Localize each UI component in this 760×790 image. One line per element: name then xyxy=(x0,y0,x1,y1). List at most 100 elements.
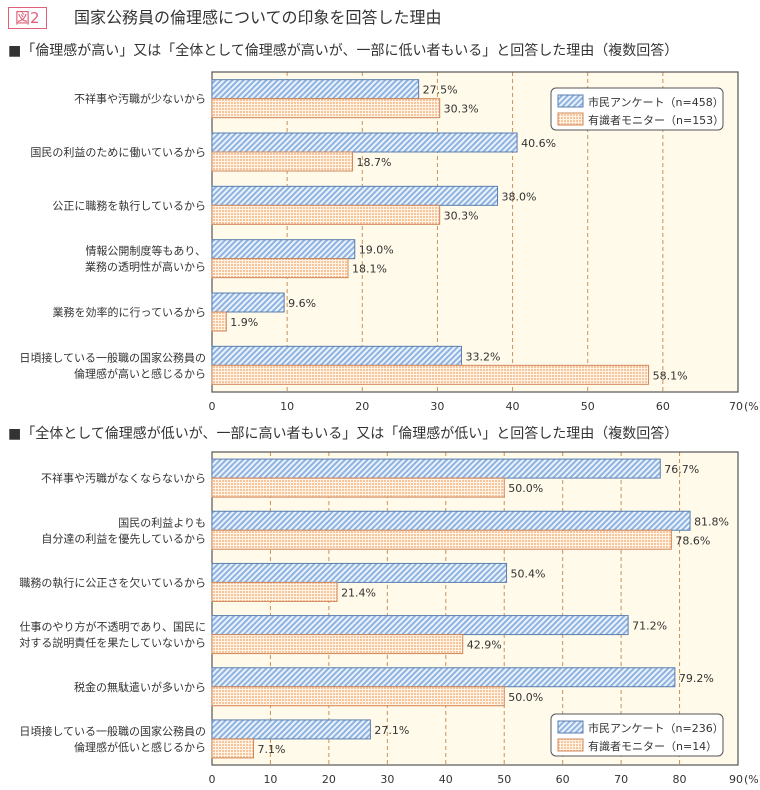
plot-area xyxy=(212,452,738,765)
plot-border xyxy=(211,71,739,393)
data-label: 33.2% xyxy=(465,350,500,363)
data-label: 30.3% xyxy=(444,209,479,222)
bar-series2 xyxy=(211,529,672,550)
data-label: 9.6% xyxy=(288,297,316,310)
bar-series2 xyxy=(211,258,349,279)
bar-series2 xyxy=(211,151,354,172)
data-label: 1.9% xyxy=(230,316,258,329)
figure-label: 図2 xyxy=(8,7,47,29)
bar-series2 xyxy=(211,581,338,602)
data-label: 40.6% xyxy=(521,137,556,150)
bar-series2 xyxy=(211,98,441,119)
x-tick-label: 80 xyxy=(673,773,687,786)
category-label: 職務の執行に公正さを欠いているから xyxy=(19,575,206,589)
category-label: 国民の利益よりも xyxy=(118,515,206,529)
data-label: 38.0% xyxy=(502,190,537,203)
legend-label: 市民アンケート（n=236） xyxy=(588,721,724,735)
category-label: 公正に職務を執行しているから xyxy=(52,198,206,212)
x-tick-label: 50 xyxy=(581,400,595,413)
data-label: 78.6% xyxy=(675,534,710,547)
plot-border xyxy=(211,451,739,766)
chart1-title: ■「倫理感が高い」又は「全体として倫理感が高いが、一部に低い者もいる」と回答した… xyxy=(8,43,679,59)
category-label: 税金の無駄遣いが多いから xyxy=(74,680,206,694)
category-label: 倫理感が低いと感じるから xyxy=(74,740,206,754)
bar-series2 xyxy=(211,477,505,498)
category-label: 国民の利益のために働いているから xyxy=(30,145,206,159)
chart2-title: ■「全体として倫理感が低いが、一部に高い者もいる」又は「倫理感が低い」と回答した… xyxy=(8,426,679,442)
x-tick-label: 70 xyxy=(614,773,628,786)
bar-series1 xyxy=(211,667,676,688)
category-label: 不祥事や汚職がなくならないから xyxy=(41,471,206,485)
bar-series2 xyxy=(211,204,441,225)
x-tick-label: 0 xyxy=(209,400,216,413)
bar-series1 xyxy=(211,292,285,313)
data-label: 71.2% xyxy=(632,620,667,633)
category-label: 情報公開制度等もあり、 xyxy=(85,244,206,258)
bar-series1 xyxy=(211,132,518,153)
bar-series2 xyxy=(211,364,650,385)
x-tick-label: 10 xyxy=(263,773,277,786)
data-label: 27.1% xyxy=(374,724,409,737)
legend-swatch-series1 xyxy=(557,94,584,108)
x-tick-label: 50 xyxy=(497,773,511,786)
data-label: 58.1% xyxy=(653,369,688,382)
x-tick-label: 20 xyxy=(355,400,369,413)
category-label: 自分達の利益を優先しているから xyxy=(41,531,206,545)
bar-series2 xyxy=(211,738,254,759)
x-tick-label: 30 xyxy=(430,400,444,413)
legend-swatch-series2 xyxy=(557,738,584,752)
data-label: 79.2% xyxy=(679,672,714,685)
category-label: 日頃接している一般職の国家公務員の xyxy=(19,350,206,364)
data-label: 18.7% xyxy=(357,156,392,169)
x-tick-label: 90 xyxy=(729,773,743,786)
category-label: 仕事のやり方が不透明であり、国民に xyxy=(20,620,206,634)
legend-swatch-series1 xyxy=(557,720,584,734)
bar-series1 xyxy=(211,458,661,479)
x-unit-label: (%) xyxy=(744,773,760,786)
bar-series1 xyxy=(211,719,371,740)
data-label: 42.9% xyxy=(467,639,502,652)
data-label: 50.4% xyxy=(511,567,546,580)
bar-series1 xyxy=(211,239,356,260)
data-label: 50.0% xyxy=(508,482,543,495)
category-label: 倫理感が高いと感じるから xyxy=(74,366,206,380)
data-label: 21.4% xyxy=(341,586,376,599)
data-label: 18.1% xyxy=(352,263,387,276)
data-label: 81.8% xyxy=(694,515,729,528)
x-tick-label: 30 xyxy=(380,773,394,786)
legend-label: 有識者モニター（n=153） xyxy=(588,113,724,127)
data-label: 76.7% xyxy=(664,463,699,476)
legend-box xyxy=(550,713,724,757)
data-label: 30.3% xyxy=(444,103,479,116)
legend-label: 市民アンケート（n=458） xyxy=(588,95,724,109)
x-tick-label: 0 xyxy=(209,773,216,786)
legend-swatch-series2 xyxy=(557,112,584,126)
data-label: 27.5% xyxy=(423,84,458,97)
x-tick-label: 40 xyxy=(506,400,520,413)
bar-series2 xyxy=(211,686,505,707)
bar-series1 xyxy=(211,562,508,583)
bar-series2 xyxy=(211,634,464,655)
category-label: 業務の透明性が高いから xyxy=(85,260,206,274)
category-label: 業務を効率的に行っているから xyxy=(53,305,206,319)
legend-label: 有識者モニター（n=14） xyxy=(588,739,717,753)
data-label: 50.0% xyxy=(508,691,543,704)
figure-title: 国家公務員の倫理感についての印象を回答した理由 xyxy=(74,8,442,27)
x-tick-label: 60 xyxy=(556,773,570,786)
bar-series1 xyxy=(211,615,629,636)
x-tick-label: 40 xyxy=(439,773,453,786)
legend-box xyxy=(550,87,724,131)
category-label: 不祥事や汚職が少ないから xyxy=(74,92,206,106)
data-label: 19.0% xyxy=(359,244,394,257)
x-tick-label: 10 xyxy=(280,400,294,413)
bar-series1 xyxy=(211,345,462,366)
bar-series1 xyxy=(211,185,499,206)
x-tick-label: 20 xyxy=(322,773,336,786)
data-label: 7.1% xyxy=(257,743,285,756)
bar-series1 xyxy=(211,79,420,100)
bar-series2 xyxy=(211,311,227,332)
bar-series1 xyxy=(211,510,691,531)
category-label: 対する説明責任を果たしていないから xyxy=(19,636,206,650)
x-tick-label: 70 xyxy=(729,400,743,413)
